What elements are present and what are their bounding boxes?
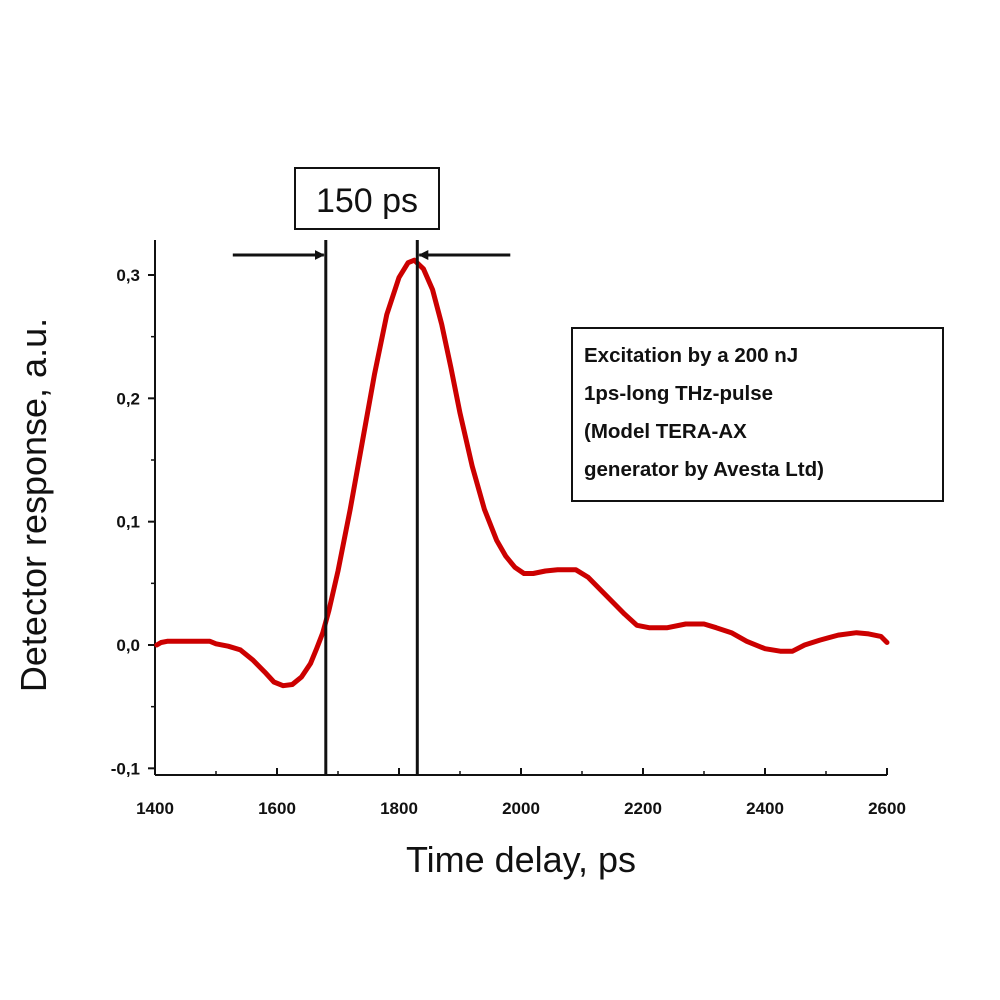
- annotation-line-2: 1ps-long THz-pulse: [584, 382, 773, 405]
- y-axis-title: Detector response, a.u.: [13, 318, 54, 692]
- interval-label-box: 150 ps: [294, 167, 440, 230]
- y-tick-label: 0,3: [116, 266, 140, 285]
- annotation-box: Excitation by a 200 nJ 1ps-long THz-puls…: [571, 327, 944, 502]
- y-tick-label: 0,0: [116, 636, 140, 655]
- annotation-line-3: (Model TERA-AX: [584, 420, 747, 443]
- x-axis-title: Time delay, ps: [406, 839, 636, 880]
- y-tick-group: -0,1 0,0 0,1 0,2 0,3: [111, 266, 155, 778]
- x-tick-label: 2200: [624, 799, 662, 818]
- x-tick-label: 1600: [258, 799, 296, 818]
- series-line: [154, 257, 890, 689]
- x-tick-label: 2000: [502, 799, 540, 818]
- axes: [154, 240, 887, 776]
- x-tick-label: 2600: [868, 799, 906, 818]
- interval-label: 150 ps: [316, 182, 418, 220]
- y-tick-label: -0,1: [111, 759, 140, 778]
- y-tick-label: 0,2: [116, 389, 140, 408]
- annotation-line-4: generator by Avesta Ltd): [584, 458, 824, 481]
- x-tick-label: 1400: [136, 799, 174, 818]
- x-tick-group: 1400 1600 1800 2000 2200 2400 2600: [136, 768, 906, 818]
- x-tick-label: 1800: [380, 799, 418, 818]
- y-tick-label: 0,1: [116, 513, 140, 532]
- x-tick-label: 2400: [746, 799, 784, 818]
- annotation-line-1: Excitation by a 200 nJ: [584, 344, 798, 367]
